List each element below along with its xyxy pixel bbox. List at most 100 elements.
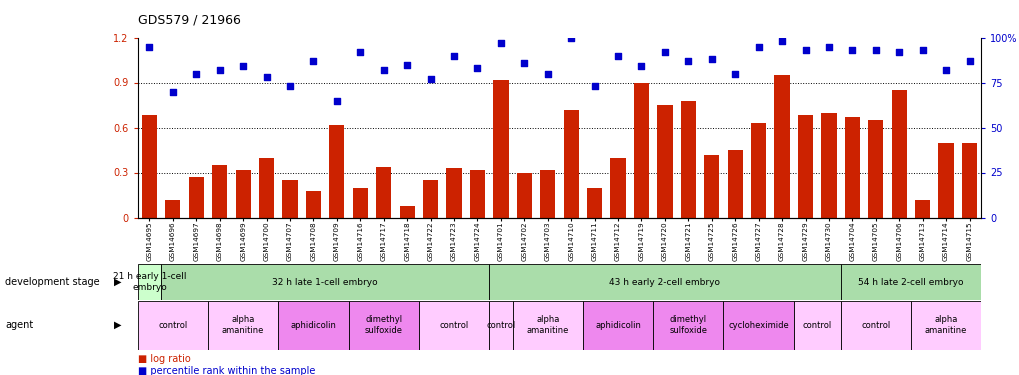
Point <box>375 67 391 73</box>
Bar <box>423 180 438 218</box>
Bar <box>212 165 227 218</box>
Bar <box>703 154 718 218</box>
Bar <box>609 158 625 218</box>
Bar <box>348 301 419 350</box>
Text: ■ log ratio: ■ log ratio <box>138 354 191 364</box>
Bar <box>419 301 489 350</box>
Point <box>562 34 579 40</box>
Bar <box>633 82 648 218</box>
Point <box>281 83 298 89</box>
Point <box>773 38 790 44</box>
Bar <box>844 117 859 218</box>
Point <box>422 76 438 82</box>
Point <box>703 56 719 62</box>
Bar <box>189 177 204 218</box>
Bar <box>656 105 672 218</box>
Bar <box>797 116 812 218</box>
Text: dimethyl
sulfoxide: dimethyl sulfoxide <box>668 315 706 335</box>
Bar <box>517 172 532 217</box>
Text: ▶: ▶ <box>114 320 121 330</box>
Text: control: control <box>439 321 468 330</box>
Bar <box>961 142 976 218</box>
Bar <box>793 301 840 350</box>
Point <box>961 58 977 64</box>
Point <box>164 88 180 94</box>
Point <box>750 44 766 50</box>
Bar <box>329 124 344 217</box>
Point <box>258 74 274 80</box>
Text: dimethyl
sulfoxide: dimethyl sulfoxide <box>365 315 403 335</box>
Bar <box>489 264 840 300</box>
Bar <box>910 301 980 350</box>
Bar <box>680 100 695 218</box>
Bar <box>161 264 489 300</box>
Bar <box>513 301 582 350</box>
Bar <box>750 123 765 218</box>
Point <box>937 67 954 73</box>
Bar <box>840 264 980 300</box>
Bar <box>376 166 391 218</box>
Bar <box>138 264 161 300</box>
Bar <box>142 116 157 218</box>
Point <box>727 70 743 76</box>
Text: 32 h late 1-cell embryo: 32 h late 1-cell embryo <box>272 278 378 286</box>
Bar <box>138 301 208 350</box>
Text: control: control <box>486 321 515 330</box>
Bar <box>564 110 578 218</box>
Bar <box>586 188 601 218</box>
Text: ▶: ▶ <box>114 277 121 287</box>
Point <box>891 49 907 55</box>
Bar <box>891 90 906 218</box>
Point <box>187 70 204 76</box>
Text: alpha
amanitine: alpha amanitine <box>526 315 569 335</box>
Bar <box>446 168 462 217</box>
Point <box>492 40 508 46</box>
Bar <box>306 190 321 217</box>
Text: control: control <box>158 321 187 330</box>
Text: GDS579 / 21966: GDS579 / 21966 <box>138 13 240 26</box>
Point <box>820 44 837 50</box>
Text: ■ percentile rank within the sample: ■ percentile rank within the sample <box>138 366 315 375</box>
Bar <box>470 170 485 217</box>
Bar <box>727 150 742 217</box>
Bar <box>540 170 554 217</box>
Bar <box>773 75 789 217</box>
Text: development stage: development stage <box>5 277 100 287</box>
Bar <box>722 301 793 350</box>
Point <box>516 60 532 66</box>
Point <box>844 47 860 53</box>
Bar <box>489 301 513 350</box>
Bar <box>353 188 368 218</box>
Point <box>352 49 368 55</box>
Bar <box>867 120 882 218</box>
Bar <box>937 142 953 218</box>
Point <box>445 53 462 58</box>
Bar <box>840 301 910 350</box>
Point <box>609 53 626 58</box>
Point <box>867 47 883 53</box>
Text: aphidicolin: aphidicolin <box>594 321 640 330</box>
Bar <box>259 158 274 218</box>
Point <box>469 65 485 71</box>
Bar <box>165 200 180 217</box>
Bar <box>820 112 836 218</box>
Text: control: control <box>860 321 890 330</box>
Text: 43 h early 2-cell embryo: 43 h early 2-cell embryo <box>608 278 719 286</box>
Point <box>328 98 344 104</box>
Bar <box>582 301 652 350</box>
Point <box>141 44 157 50</box>
Bar <box>278 301 348 350</box>
Point <box>797 47 813 53</box>
Point <box>656 49 673 55</box>
Bar <box>914 200 929 217</box>
Point <box>914 47 930 53</box>
Point <box>234 63 251 69</box>
Point <box>211 67 227 73</box>
Point <box>633 63 649 69</box>
Text: cycloheximide: cycloheximide <box>728 321 789 330</box>
Text: control: control <box>802 321 832 330</box>
Bar <box>282 180 298 218</box>
Text: agent: agent <box>5 320 34 330</box>
Bar <box>208 301 278 350</box>
Text: alpha
amanitine: alpha amanitine <box>222 315 264 335</box>
